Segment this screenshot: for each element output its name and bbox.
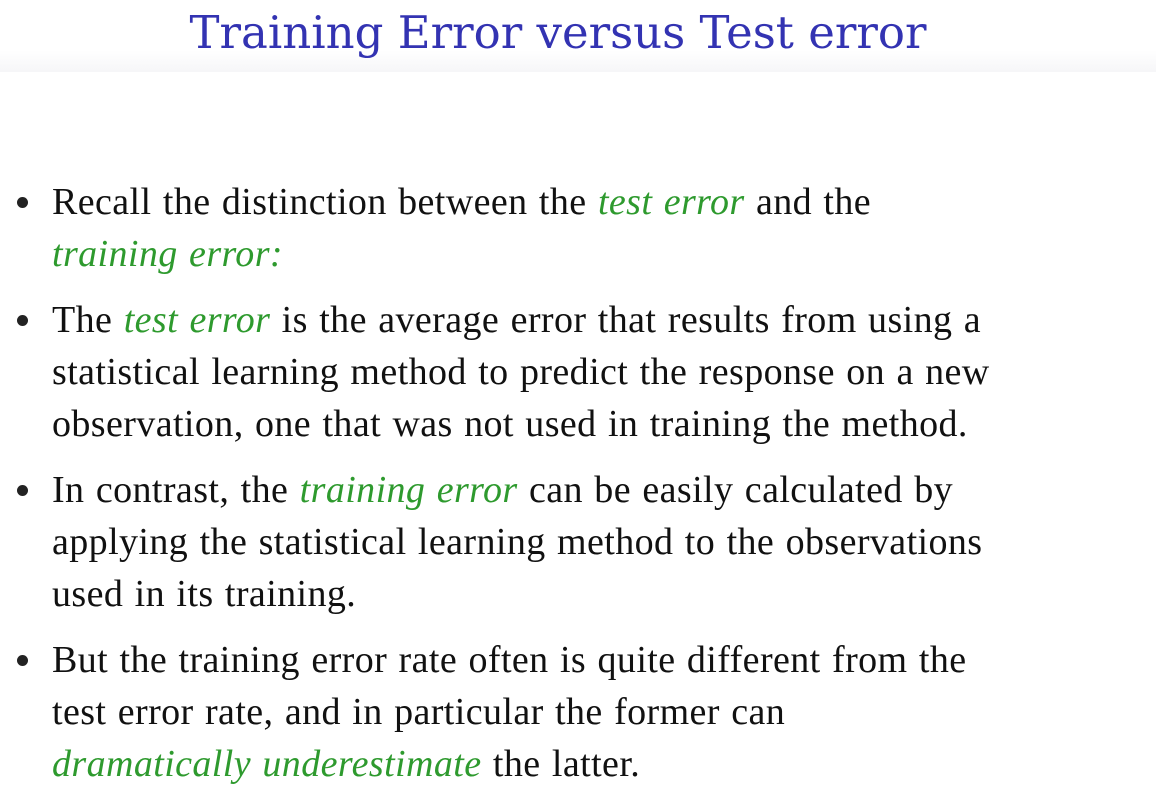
text-segment: applying the statistical learning method… bbox=[52, 521, 983, 563]
bullet-item: The test error is the average error that… bbox=[0, 294, 1156, 450]
bullet-list: Recall the distinction between the test … bbox=[0, 176, 1156, 804]
bullet-dot-icon bbox=[17, 485, 28, 496]
text-segment: test error rate, and in particular the f… bbox=[52, 691, 786, 733]
emphasized-term: training error bbox=[299, 469, 518, 511]
text-segment: used in its training. bbox=[52, 573, 357, 615]
text-segment: But the training error rate often is qui… bbox=[52, 639, 967, 681]
text-segment: Recall the distinction between the bbox=[52, 181, 598, 223]
bullet-dot-icon bbox=[17, 197, 28, 208]
text-segment: In contrast, the bbox=[52, 469, 300, 511]
bullet-line: applying the statistical learning method… bbox=[52, 516, 1156, 568]
emphasized-term: test error bbox=[597, 181, 745, 223]
emphasized-term: test error bbox=[123, 299, 271, 341]
bullet-dot-icon bbox=[17, 655, 28, 666]
bullet-line: In contrast, the training error can be e… bbox=[52, 464, 1156, 516]
bullet-line: statistical learning method to predict t… bbox=[52, 346, 1156, 398]
bullet-line: Recall the distinction between the test … bbox=[52, 176, 1156, 228]
bullet-line: training error: bbox=[52, 228, 1156, 280]
emphasized-term: dramatically underestimate bbox=[52, 743, 482, 785]
title-band bbox=[0, 0, 1156, 72]
emphasized-term: training error: bbox=[52, 233, 283, 275]
text-segment: can be easily calculated by bbox=[517, 469, 954, 511]
bullet-line: But the training error rate often is qui… bbox=[52, 634, 1156, 686]
text-segment: The bbox=[52, 299, 124, 341]
bullet-dot-icon bbox=[17, 315, 28, 326]
bullet-item: Recall the distinction between the test … bbox=[0, 176, 1156, 280]
text-segment: observation, one that was not used in tr… bbox=[52, 403, 968, 445]
bullet-line: used in its training. bbox=[52, 568, 1156, 620]
text-segment: statistical learning method to predict t… bbox=[52, 351, 990, 393]
text-segment: and the bbox=[744, 181, 872, 223]
text-segment: the latter. bbox=[481, 743, 641, 785]
bullet-line: dramatically underestimate the latter. bbox=[52, 738, 1156, 790]
bullet-line: The test error is the average error that… bbox=[52, 294, 1156, 346]
bullet-line: test error rate, and in particular the f… bbox=[52, 686, 1156, 738]
text-segment: is the average error that results from u… bbox=[270, 299, 982, 341]
bullet-item: But the training error rate often is qui… bbox=[0, 634, 1156, 790]
bullet-item: In contrast, the training error can be e… bbox=[0, 464, 1156, 620]
slide-title: Training Error versus Test error bbox=[189, 6, 927, 59]
bullet-line: observation, one that was not used in tr… bbox=[52, 398, 1156, 450]
